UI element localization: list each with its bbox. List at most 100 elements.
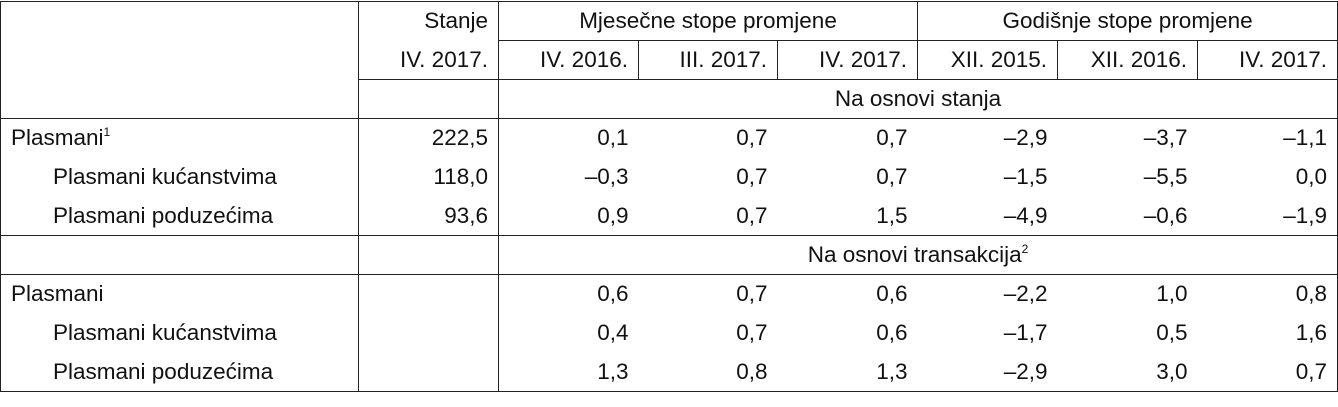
table-row: Plasmani kućanstvima 0,4 0,7 0,6 –1,7 0,5 1,6 bbox=[0, 313, 1338, 353]
cell-text: –1,9 bbox=[1283, 202, 1328, 228]
cell-text: XII. 2016. bbox=[1090, 47, 1188, 72]
table-cell: 0,7 bbox=[778, 158, 918, 197]
table-cell: Mjesečne stope promjene bbox=[497, 1, 919, 41]
cell-text: –1,7 bbox=[1003, 320, 1048, 345]
cell-text: 0,7 bbox=[736, 320, 768, 345]
cell-text: –1,1 bbox=[1283, 125, 1328, 151]
cell-text: 0,7 bbox=[876, 125, 908, 151]
table-cell: –2,2 bbox=[918, 275, 1058, 314]
table-cell: –4,9 bbox=[917, 196, 1058, 236]
table-cell: –5,5 bbox=[1058, 158, 1198, 197]
cell-text: XII. 2015. bbox=[950, 47, 1048, 72]
table-cell bbox=[0, 1, 359, 119]
table-cell bbox=[358, 352, 499, 392]
cell-text: 0,1 bbox=[597, 125, 629, 151]
cell-text: 3,0 bbox=[1156, 358, 1188, 384]
cell-text: 0,7 bbox=[876, 164, 908, 189]
table-cell: 0,7 bbox=[639, 275, 778, 314]
table-cell: –1,5 bbox=[918, 158, 1058, 197]
table-row: Plasmani kućanstvima 118,0 –0,3 0,7 0,7 –1,5 –… bbox=[0, 157, 1338, 197]
table-cell: 0,8 bbox=[1197, 274, 1338, 314]
table-row: Na osnovi transakcija2 bbox=[0, 235, 1338, 275]
cell-text: 118,0 bbox=[433, 164, 488, 189]
table-cell: Plasmani bbox=[0, 274, 359, 314]
cell-text: Plasmani poduzećima bbox=[53, 202, 274, 228]
table-cell: Na osnovi stanja bbox=[497, 79, 1338, 119]
table-cell: –1,7 bbox=[918, 314, 1058, 353]
footnote-mark: 2 bbox=[1021, 242, 1029, 256]
table-cell: 1,3 bbox=[498, 352, 639, 392]
table-cell: 0,1 bbox=[498, 118, 639, 158]
table-cell: 222,5 bbox=[358, 118, 499, 158]
table-row: Stanje Mjesečne stope promjene Godišnje st… bbox=[0, 1, 1338, 119]
cell-text: –0,6 bbox=[1143, 202, 1188, 228]
table-cell: Na osnovi transakcija2 bbox=[497, 235, 1338, 275]
cell-text: IV. 2016. bbox=[539, 47, 628, 72]
table-cell: 1,5 bbox=[777, 196, 918, 236]
table-cell: Plasmani kućanstvima bbox=[0, 157, 359, 197]
cell-text: IV. 2017. bbox=[819, 47, 908, 72]
table-cell bbox=[358, 235, 499, 275]
cell-text: 0,7 bbox=[736, 202, 768, 228]
cell-text: Mjesečne stope promjene bbox=[579, 8, 837, 33]
cell-text: Plasmani kućanstvima bbox=[53, 164, 277, 189]
table-cell: 0,7 bbox=[1197, 352, 1338, 392]
table-cell: –0,3 bbox=[498, 157, 639, 197]
cell-text: Na osnovi transakcija bbox=[807, 242, 1022, 267]
table-row: IV. 2017. IV. 2016. III. 2017. IV. 2017. XII… bbox=[1, 40, 1338, 80]
table-cell: 0,6 bbox=[778, 275, 918, 314]
table-cell: 0,0 bbox=[1197, 157, 1338, 197]
table-cell: 1,6 bbox=[1197, 313, 1338, 353]
table-cell: IV. 2017. bbox=[776, 40, 919, 80]
cell-text: 1,3 bbox=[597, 358, 629, 384]
table-row: Plasmani 0,6 0,7 0,6 –2,2 1,0 0,8 bbox=[0, 274, 1338, 314]
table-cell: IV. 2017. bbox=[1197, 40, 1338, 80]
table-cell: IV. 2017. bbox=[358, 40, 499, 80]
table-cell: 0,9 bbox=[498, 196, 639, 236]
table-cell: 0,7 bbox=[639, 314, 778, 353]
table-cell: IV. 2016. bbox=[498, 40, 639, 80]
footnote-mark: 1 bbox=[103, 125, 111, 140]
cell-text: 0,8 bbox=[1295, 281, 1328, 307]
table-cell bbox=[358, 313, 499, 353]
table-cell bbox=[358, 79, 499, 119]
table-cell: XII. 2016. bbox=[1057, 40, 1199, 80]
table-cell: –1,9 bbox=[1197, 196, 1338, 236]
cell-text: –1,5 bbox=[1003, 164, 1048, 189]
cell-text: 222,5 bbox=[431, 125, 488, 151]
table-cell bbox=[358, 274, 499, 314]
cell-text: 0,6 bbox=[876, 281, 908, 307]
table-cell: 1,0 bbox=[1058, 275, 1198, 314]
cell-text: 0,0 bbox=[1295, 164, 1328, 189]
data-table: Stanje Mjesečne stope promjene Godišnje st… bbox=[0, 1, 1338, 392]
cell-text: 0,7 bbox=[736, 164, 768, 189]
table-row: Plasmani1 222,5 0,1 0,7 0,7 –2,9 –3,7 –1,1 bbox=[0, 118, 1338, 158]
table-cell: –3,7 bbox=[1058, 119, 1198, 158]
cell-text: Stanje bbox=[424, 8, 488, 34]
cell-text: –2,2 bbox=[1003, 281, 1048, 307]
cell-text: Plasmani bbox=[11, 281, 104, 307]
cell-text: Plasmani kućanstvima bbox=[53, 320, 277, 345]
table-cell: Plasmani1 bbox=[0, 118, 359, 158]
cell-text: 0,6 bbox=[876, 320, 908, 345]
table-cell: 0,8 bbox=[638, 352, 778, 392]
cell-text: Plasmani poduzećima bbox=[53, 358, 274, 384]
cell-text: 0,7 bbox=[736, 281, 768, 307]
table-cell: –2,9 bbox=[917, 352, 1058, 392]
cell-text: 1,5 bbox=[876, 202, 908, 228]
table-cell: 0,6 bbox=[498, 274, 639, 314]
cell-text: 93,6 bbox=[444, 202, 488, 228]
cell-text: III. 2017. bbox=[679, 47, 767, 72]
cell-text: 1,6 bbox=[1295, 320, 1328, 345]
table-cell: Plasmani poduzećima bbox=[0, 352, 359, 392]
table-row: Plasmani poduzećima 93,6 0,9 0,7 1,5 –4,9 –0,6… bbox=[0, 196, 1338, 236]
table-cell: III. 2017. bbox=[638, 40, 778, 80]
cell-text: 0,9 bbox=[597, 202, 629, 228]
table-cell: 0,5 bbox=[1058, 314, 1198, 353]
cell-text: 0,6 bbox=[597, 281, 629, 307]
table-cell: 0,7 bbox=[639, 158, 778, 197]
cell-text: 0,7 bbox=[736, 125, 768, 151]
cell-text: 1,3 bbox=[876, 358, 908, 384]
table-cell: 0,4 bbox=[498, 313, 639, 353]
